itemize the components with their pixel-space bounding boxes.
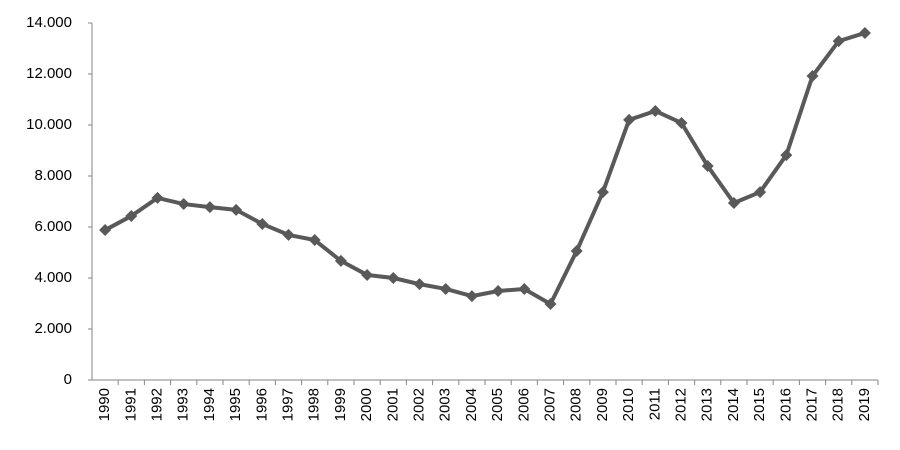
y-tick-label: 2.000 <box>34 320 72 337</box>
x-tick-label: 2003 <box>437 388 454 421</box>
x-tick-label: 2005 <box>489 388 506 421</box>
marker <box>832 35 845 48</box>
marker <box>177 198 190 211</box>
marker <box>465 290 478 303</box>
marker <box>596 186 609 199</box>
marker <box>334 254 347 267</box>
x-tick-label: 1996 <box>253 388 270 421</box>
marker <box>151 191 164 204</box>
x-tick-label: 1998 <box>306 388 323 421</box>
x-tick-label: 2012 <box>672 388 689 421</box>
x-tick-label: 2002 <box>410 388 427 421</box>
marker <box>727 197 740 210</box>
x-tick-label: 2019 <box>856 388 873 421</box>
marker <box>701 160 714 173</box>
x-tick-label: 2001 <box>384 388 401 421</box>
marker <box>361 268 374 281</box>
x-tick-label: 2017 <box>803 388 820 421</box>
x-tick-label: 2014 <box>725 388 742 421</box>
marker <box>623 113 636 126</box>
marker <box>570 244 583 257</box>
x-tick-label: 2013 <box>699 388 716 421</box>
x-tick-label: 2006 <box>515 388 532 421</box>
x-tick-label: 1997 <box>279 388 296 421</box>
marker <box>282 228 295 241</box>
x-tick-label: 2007 <box>541 388 558 421</box>
marker <box>256 217 269 230</box>
y-tick-label: 6.000 <box>34 218 72 235</box>
marker <box>754 186 767 199</box>
marker <box>203 201 216 214</box>
x-tick-label: 2010 <box>620 388 637 421</box>
x-tick-label: 2011 <box>646 388 663 420</box>
marker <box>230 203 243 216</box>
x-tick-label: 1993 <box>175 388 192 421</box>
x-tick-label: 1991 <box>122 388 139 421</box>
marker <box>439 282 452 295</box>
x-tick-label: 1999 <box>332 388 349 421</box>
marker <box>125 210 138 223</box>
marker <box>413 278 426 291</box>
marker <box>544 298 557 311</box>
x-tick-label: 2000 <box>358 388 375 421</box>
x-tick-label: 1994 <box>201 388 218 421</box>
x-tick-label: 2016 <box>777 388 794 421</box>
x-tick-label: 1990 <box>96 388 113 421</box>
marker <box>858 26 871 39</box>
line <box>104 31 866 307</box>
x-tick-label: 2008 <box>568 388 585 421</box>
x-tick-label: 2009 <box>594 388 611 421</box>
y-tick-label: 0 <box>64 371 72 388</box>
marker <box>649 104 662 117</box>
x-tick-label: 2004 <box>463 388 480 421</box>
marker <box>806 70 819 83</box>
x-tick-label: 1992 <box>148 388 165 421</box>
marker <box>780 149 793 162</box>
marker <box>518 282 531 295</box>
marker <box>99 224 112 237</box>
x-tick-label: 2018 <box>830 388 847 421</box>
x-tick-label: 1995 <box>227 388 244 421</box>
marker <box>492 285 505 298</box>
marker <box>675 116 688 129</box>
x-tick-label: 2015 <box>751 388 768 421</box>
y-tick-label: 8.000 <box>34 167 72 184</box>
y-tick-label: 4.000 <box>34 269 72 286</box>
y-tick-label: 12.000 <box>26 65 72 82</box>
y-tick-label: 14.000 <box>26 14 72 31</box>
marker <box>387 272 400 284</box>
y-tick-label: 10.000 <box>26 116 72 133</box>
marker <box>308 234 321 247</box>
